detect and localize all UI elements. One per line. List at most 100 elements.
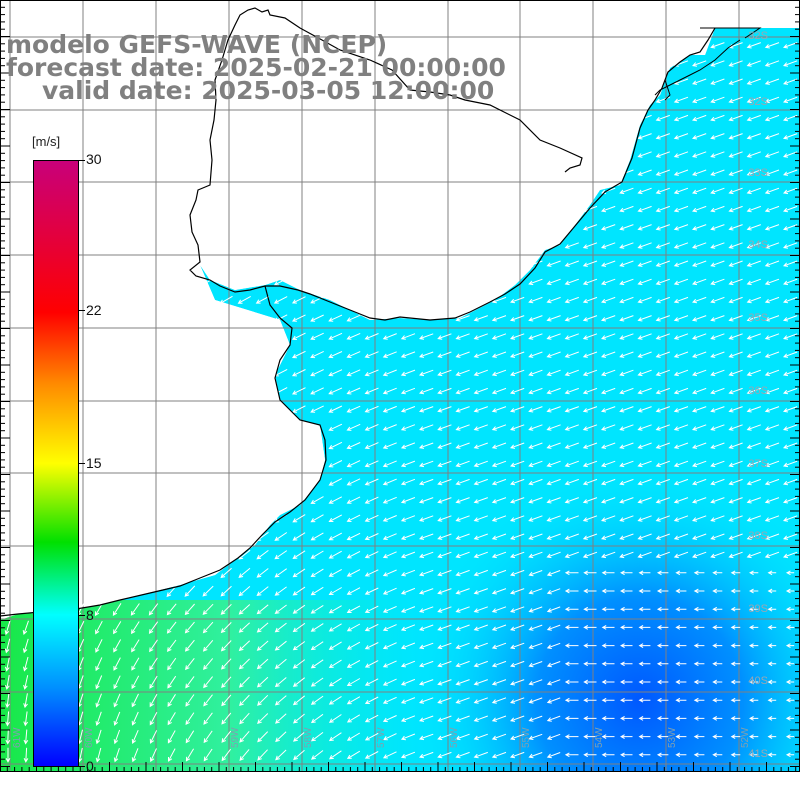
wind-arrow [419,478,434,486]
wind-arrow [473,751,488,759]
wind-arrow [185,676,195,689]
wind-arrow [764,96,780,104]
wind-arrow [292,713,305,724]
wind-arrow [239,730,250,743]
wind-arrow [95,620,103,635]
wind-arrow [221,676,232,688]
wind-arrow [528,515,543,522]
wind-arrow [582,242,598,249]
coastline-south [0,285,327,617]
wind-arrow [582,515,598,522]
wind-arrow [528,260,543,267]
wind-arrow [767,716,777,721]
wind-arrow [546,351,561,358]
wind-arrow [710,387,725,395]
wind-arrow [310,750,324,760]
wind-arrow [783,333,798,340]
wind-arrow [564,387,579,395]
wind-arrow [328,314,343,322]
wind-arrow [619,333,634,340]
wind-arrow [528,533,543,540]
wind-arrow [673,551,689,559]
wind-arrow [5,693,10,709]
wind-arrow [746,351,761,358]
wind-arrow [546,715,561,722]
wind-arrow [455,588,470,595]
wind-arrow [185,657,195,671]
wind-arrow [620,625,633,630]
wind-arrow [510,296,525,304]
wind-arrow [149,675,158,689]
wind-arrow [328,587,342,596]
wind-arrow [382,696,397,704]
wind-arrow [637,260,652,267]
wind-arrow [764,369,780,377]
wind-arrow [730,643,741,648]
legend-tick-label: 15 [86,455,102,471]
wind-arrow [564,406,579,413]
wind-arrow [767,734,777,739]
wind-arrow [491,624,507,631]
wind-arrow [746,551,761,559]
wind-arrow [473,660,488,668]
wind-arrow [601,661,615,667]
wind-arrow [364,605,379,613]
wind-arrow [655,296,670,304]
wind-arrow [130,603,140,616]
wind-arrow [728,205,743,213]
wind-arrow [619,406,634,413]
wind-arrow [292,532,306,541]
wind-arrow [564,296,579,304]
wind-arrow [202,639,214,652]
wind-arrow [275,749,287,761]
wind-arrow [528,661,543,668]
wind-arrow [655,406,670,413]
wind-arrow [749,588,759,594]
wind-arrow [400,606,416,613]
wind-arrow [783,242,798,249]
wind-arrow [655,278,670,286]
wind-arrow [764,78,780,85]
wind-arrow [148,603,159,616]
wind-arrow [749,606,759,612]
wind-arrow [620,752,633,758]
wind-arrow [655,242,670,249]
wind-arrow [601,278,616,286]
wind-arrow [746,224,761,231]
wind-arrow [564,260,579,267]
wind-arrow [275,731,287,743]
wind-arrow [712,643,723,648]
wind-arrow [310,641,324,651]
wind-arrow [692,169,707,176]
wind-arrow [764,533,780,540]
wind-arrow [583,679,597,685]
wind-arrow [673,406,689,413]
wind-arrow [473,406,488,413]
legend-tick-label: 8 [86,607,94,623]
wind-arrow [419,733,434,741]
wind-arrow [785,570,795,576]
wind-arrow [510,478,525,486]
wind-arrow [637,551,652,559]
wind-arrow [292,550,306,559]
wind-arrow [673,96,689,104]
wind-arrow [710,497,725,504]
wind-arrow [710,369,725,377]
wind-arrow [455,642,470,650]
wind-arrow [746,442,761,449]
wind-arrow [785,661,795,667]
wind-arrow [601,515,616,522]
wind-arrow [491,679,507,686]
wind-arrow [256,622,269,633]
wind-arrow [455,497,470,504]
wind-arrow [746,387,761,395]
wind-arrow [783,533,798,540]
wind-arrow [619,205,634,213]
wind-arrow [546,679,561,686]
wind-arrow [767,679,777,685]
wind-arrow [692,187,707,195]
wind-arrow [746,533,761,540]
wind-arrow [619,278,634,286]
wind-arrow [346,532,361,541]
